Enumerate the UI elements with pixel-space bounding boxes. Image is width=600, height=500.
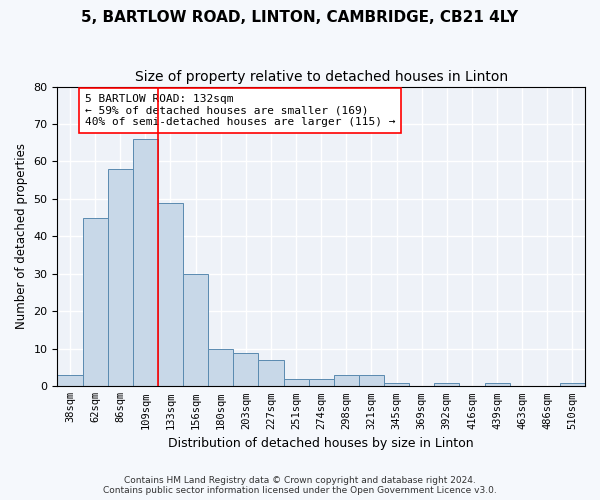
Bar: [183, 274, 208, 386]
Title: Size of property relative to detached houses in Linton: Size of property relative to detached ho…: [134, 70, 508, 84]
Text: Contains HM Land Registry data © Crown copyright and database right 2024.
Contai: Contains HM Land Registry data © Crown c…: [103, 476, 497, 495]
Bar: [107, 169, 133, 386]
Text: 5 BARTLOW ROAD: 132sqm
← 59% of detached houses are smaller (169)
40% of semi-de: 5 BARTLOW ROAD: 132sqm ← 59% of detached…: [85, 94, 395, 127]
Bar: [83, 218, 107, 386]
Text: 5, BARTLOW ROAD, LINTON, CAMBRIDGE, CB21 4LY: 5, BARTLOW ROAD, LINTON, CAMBRIDGE, CB21…: [82, 10, 518, 25]
Bar: [334, 375, 359, 386]
Bar: [133, 139, 158, 386]
X-axis label: Distribution of detached houses by size in Linton: Distribution of detached houses by size …: [169, 437, 474, 450]
Y-axis label: Number of detached properties: Number of detached properties: [15, 144, 28, 330]
Bar: [359, 375, 384, 386]
Bar: [434, 382, 460, 386]
Bar: [158, 202, 183, 386]
Bar: [485, 382, 509, 386]
Bar: [208, 349, 233, 387]
Bar: [233, 352, 259, 386]
Bar: [308, 379, 334, 386]
Bar: [58, 375, 83, 386]
Bar: [284, 379, 308, 386]
Bar: [560, 382, 585, 386]
Bar: [384, 382, 409, 386]
Bar: [259, 360, 284, 386]
